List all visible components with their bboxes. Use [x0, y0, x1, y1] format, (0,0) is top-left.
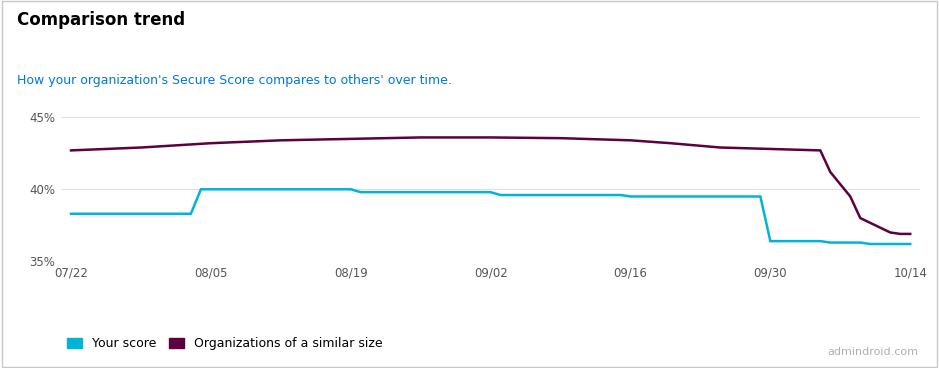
Text: How your organization's Secure Score compares to others' over time.: How your organization's Secure Score com… [17, 74, 452, 86]
Text: Comparison trend: Comparison trend [17, 11, 185, 29]
Text: admindroid.com: admindroid.com [827, 347, 918, 357]
Legend: Your score, Organizations of a similar size: Your score, Organizations of a similar s… [68, 337, 383, 350]
